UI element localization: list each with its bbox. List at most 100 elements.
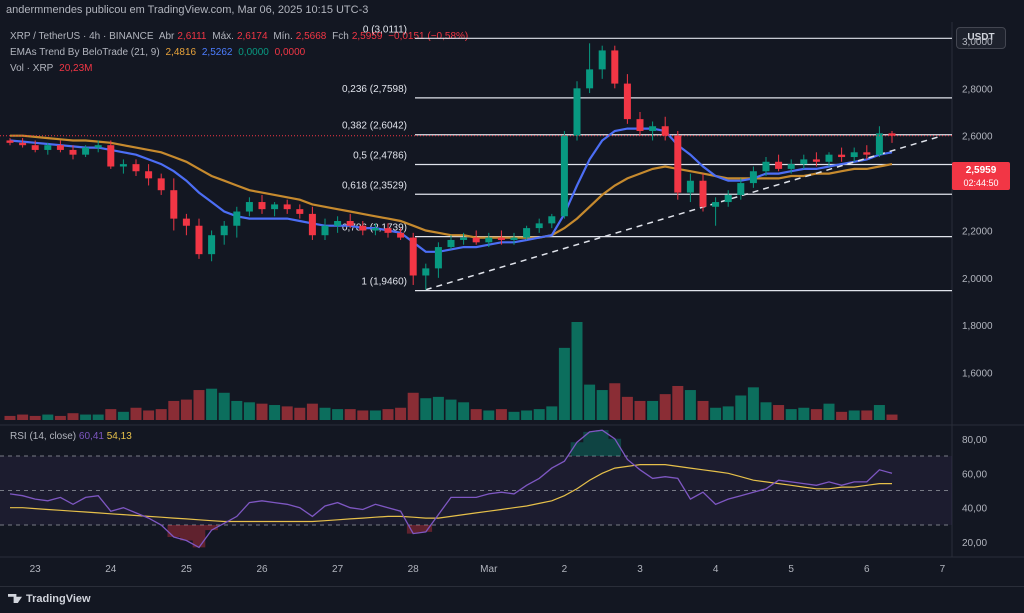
rsi-legend[interactable]: RSI (14, close) 60,41 54,13: [10, 431, 132, 442]
fib-level-label: 0,236 (2,7598): [342, 84, 407, 95]
candle-body: [674, 135, 682, 193]
volume-bar: [180, 399, 192, 420]
price-badge-value: 2,5959: [966, 165, 997, 176]
volume-bar: [546, 406, 558, 420]
last-price-badge: 2,5959 02:44:50: [952, 162, 1010, 190]
candle-body: [245, 202, 253, 212]
volume-bar: [609, 383, 621, 420]
publisher-text: andermmendes publicou em TradingView.com…: [6, 4, 369, 16]
ema-legend[interactable]: EMAs Trend By BeloTrade (21, 9) 2,4816 2…: [10, 47, 308, 58]
rsi-value: 60,41: [78, 431, 104, 442]
ema-value-4: 0,0000: [274, 47, 306, 58]
volume-bar: [344, 409, 356, 420]
tradingview-logo-icon: [8, 594, 22, 603]
candle-body: [384, 228, 392, 233]
symbol-name[interactable]: XRP / TetherUS · 4h · BINANCE: [10, 31, 154, 42]
candle-body: [422, 268, 430, 276]
volume-bar: [684, 390, 696, 420]
volume-bar: [256, 403, 268, 420]
rsi-band-background: [0, 456, 952, 525]
candle-body: [271, 204, 279, 210]
candle-body: [182, 218, 190, 226]
volume-bar: [735, 395, 747, 420]
volume-bar: [747, 387, 759, 420]
currency-button[interactable]: USDT: [956, 27, 1006, 49]
candle-body: [308, 213, 316, 236]
candle-body: [598, 50, 606, 70]
volume-bar: [357, 410, 369, 420]
candle-body: [447, 239, 455, 248]
candle-body: [623, 83, 631, 120]
volume-bar: [269, 405, 281, 420]
candle-body: [749, 171, 757, 184]
volume-bar: [445, 399, 457, 420]
volume-bar: [155, 409, 167, 420]
price-tick-label: 2,4000: [962, 179, 993, 190]
volume-bar: [130, 407, 142, 420]
candle-body: [661, 126, 669, 136]
volume-bar: [571, 322, 583, 420]
open-value: 2,6111: [177, 31, 207, 42]
candle-body: [800, 159, 808, 165]
candle-body: [510, 237, 518, 240]
rsi-tick-label: 80,00: [962, 435, 987, 446]
candle-body: [296, 209, 304, 214]
symbol-legend: XRP / TetherUS · 4h · BINANCE Abr 2,6111 …: [10, 31, 471, 42]
candle-body: [195, 225, 203, 255]
ema-lines: [9, 127, 893, 253]
volume-bar: [407, 392, 419, 420]
volume-bar: [533, 409, 545, 420]
volume-value: 20,23M: [59, 63, 93, 74]
time-axis[interactable]: 23 24 25 26 27 28 Mar 2 3 4 5 6 7: [30, 564, 946, 575]
volume-bar: [369, 410, 381, 420]
candle-body: [321, 225, 329, 236]
candle-body: [56, 145, 64, 150]
volume-bar: [773, 405, 785, 420]
candle-body: [107, 145, 115, 167]
low-value: 2,5668: [295, 31, 327, 42]
time-tick-label: 26: [256, 564, 268, 575]
volume-bar: [697, 400, 709, 420]
change-value: −0,0151 (−0,58%): [388, 31, 469, 42]
candle-body: [472, 237, 480, 243]
candle-body: [699, 180, 707, 207]
footer-bar: TradingView: [0, 586, 1024, 613]
price-tick-label: 2,8000: [962, 84, 993, 95]
ema-slow-line: [10, 134, 893, 239]
candle-body: [119, 164, 127, 167]
volume-bar: [332, 409, 344, 420]
candle-body: [334, 221, 342, 226]
candle-body: [787, 164, 795, 169]
volume-legend[interactable]: Vol · XRP 20,23M: [10, 63, 96, 74]
volume-bar: [92, 414, 104, 420]
price-axis[interactable]: 3,00002,80002,60002,40002,20002,00001,80…: [962, 37, 993, 380]
volume-bar: [621, 396, 633, 420]
publish-header: andermmendes publicou em TradingView.com…: [0, 0, 1024, 22]
rsi-oversold-fill: [167, 524, 433, 548]
volume-bar: [395, 407, 407, 420]
time-tick-label: 4: [713, 564, 719, 575]
fib-level-label: 0,5 (2,4786): [353, 150, 407, 161]
candle-body: [724, 194, 732, 203]
volume-bar: [80, 414, 92, 420]
price-tick-label: 2,0000: [962, 274, 993, 285]
rsi-name: RSI (14, close): [10, 431, 77, 442]
ema-value-2: 2,5262: [201, 47, 233, 58]
volume-bar: [281, 406, 293, 420]
volume-bar: [558, 347, 570, 420]
rsi-ma-value: 54,13: [106, 431, 132, 442]
candle-body: [258, 202, 266, 210]
candle-body: [712, 202, 720, 207]
time-tick-label: 2: [562, 564, 568, 575]
volume-bar: [672, 385, 684, 420]
candle-body: [737, 183, 745, 195]
volume-bar: [458, 402, 470, 420]
volume-bar: [67, 413, 79, 420]
volume-bar: [886, 414, 898, 420]
tradingview-brand[interactable]: TradingView: [8, 593, 91, 605]
candle-body: [611, 50, 619, 84]
candle-body: [775, 161, 783, 169]
volume-bar: [42, 414, 54, 420]
candle-body: [888, 133, 896, 136]
